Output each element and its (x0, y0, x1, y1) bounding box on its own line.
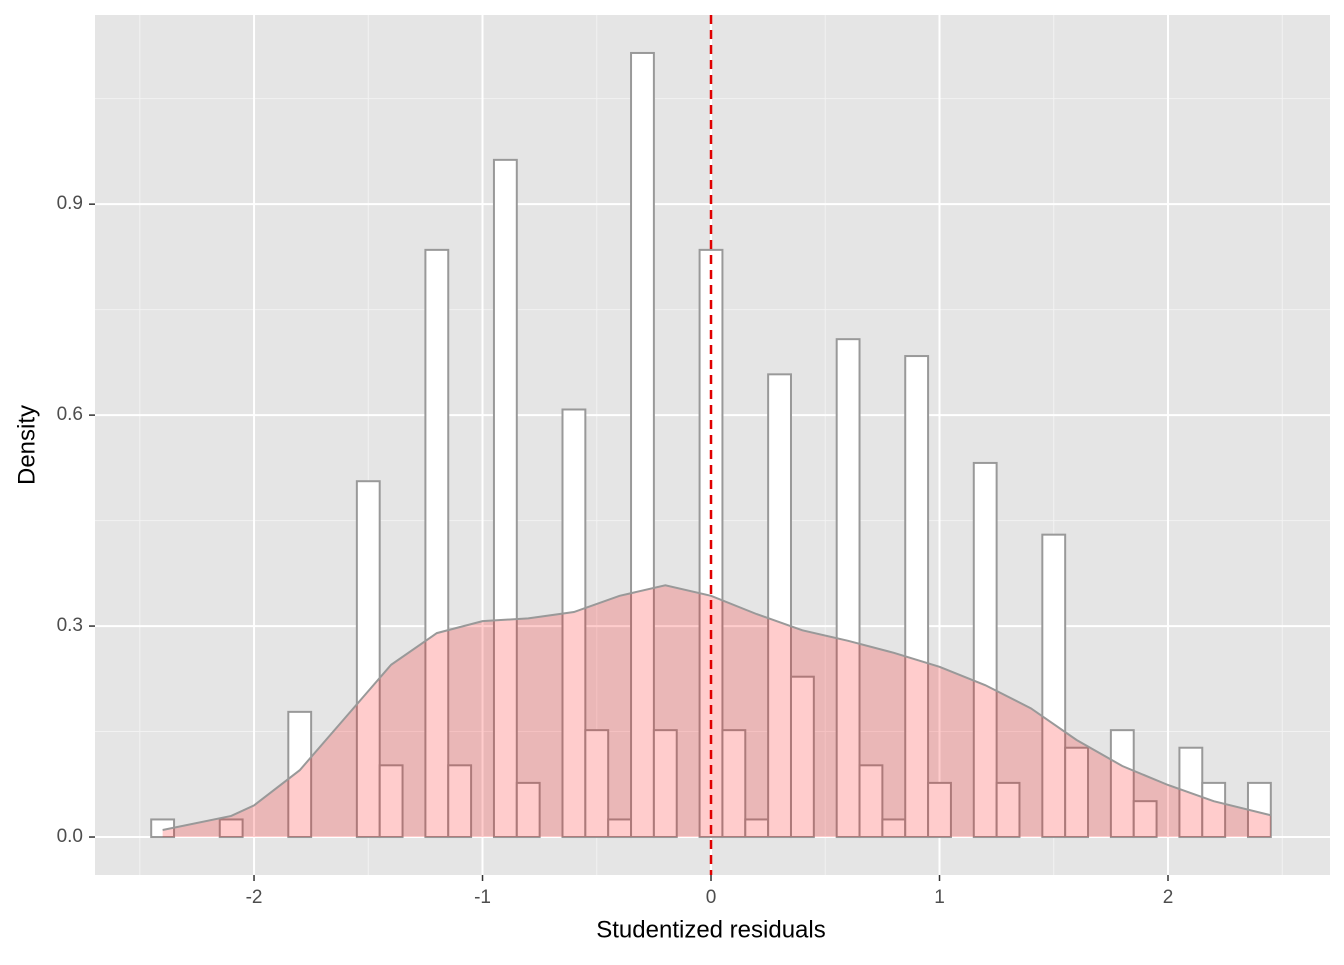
bar (218, 818, 244, 839)
bar (858, 764, 884, 839)
bar (561, 408, 587, 839)
bar (515, 781, 541, 839)
x-tick-label: 1 (934, 887, 945, 908)
bar (835, 338, 861, 839)
x-axis-title: Studentized residuals (596, 916, 825, 943)
bar (447, 764, 473, 839)
y-axis-title: Density (13, 405, 40, 485)
bar (995, 781, 1021, 839)
bar (721, 729, 747, 839)
bar (1132, 800, 1158, 839)
y-tick-label: 0.3 (57, 615, 83, 636)
bar (630, 51, 655, 839)
bar (287, 710, 313, 839)
x-tick-label: -1 (474, 887, 491, 908)
bar (584, 729, 610, 839)
bar (972, 461, 998, 839)
bar (767, 373, 792, 839)
bar (789, 675, 815, 839)
bar (927, 781, 952, 839)
bar (652, 729, 678, 839)
y-tick-label: 0.0 (57, 826, 83, 847)
bar (424, 248, 450, 839)
bar (1109, 729, 1135, 839)
bar (1041, 533, 1067, 839)
bar (904, 355, 930, 839)
bar (492, 158, 518, 839)
x-tick-label: 0 (706, 887, 717, 908)
density-line (162, 584, 1272, 831)
x-tick-label: -2 (246, 887, 263, 908)
density-area (162, 585, 1271, 838)
y-tick-label: 0.6 (57, 404, 83, 425)
y-tick-label: 0.9 (57, 193, 83, 214)
bar (355, 480, 381, 839)
x-tick-label: 2 (1163, 887, 1174, 908)
bar (1064, 746, 1090, 839)
bar (1201, 781, 1227, 839)
bar (378, 764, 404, 839)
